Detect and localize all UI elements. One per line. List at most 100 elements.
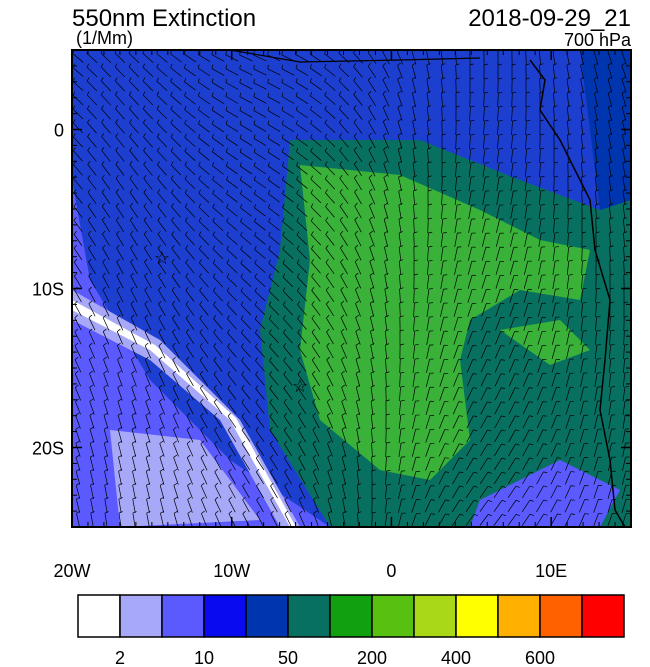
wind-barb bbox=[595, 217, 600, 220]
wind-barb bbox=[465, 485, 475, 499]
wind-barb bbox=[144, 328, 149, 332]
wind-barb bbox=[607, 93, 613, 107]
wind-barb bbox=[554, 161, 559, 164]
wind-barb bbox=[157, 258, 162, 263]
wind-barb bbox=[88, 303, 96, 317]
wind-barb bbox=[501, 443, 506, 446]
wind-barb bbox=[90, 468, 95, 472]
wind-barb bbox=[101, 150, 111, 162]
wind-barb bbox=[567, 218, 569, 234]
wind-barb bbox=[470, 91, 475, 94]
wind-barb bbox=[297, 401, 307, 415]
wind-barb bbox=[115, 192, 125, 204]
wind-barb bbox=[198, 217, 202, 222]
wind-barb bbox=[384, 303, 388, 317]
wind-barb bbox=[101, 122, 111, 134]
wind-barb bbox=[118, 513, 122, 527]
wind-barb bbox=[310, 189, 314, 194]
wind-barb bbox=[75, 443, 81, 457]
wind-barb bbox=[282, 262, 294, 274]
wind-barb bbox=[309, 78, 312, 83]
wind-barb bbox=[227, 385, 231, 389]
wind-barb bbox=[269, 399, 273, 403]
wind-barb bbox=[468, 233, 472, 247]
wind-barb bbox=[156, 81, 168, 91]
wind-barb bbox=[256, 496, 260, 501]
wind-barb bbox=[622, 457, 626, 471]
wind-barb bbox=[411, 485, 417, 499]
wind-barb bbox=[543, 443, 548, 445]
wind-barb bbox=[473, 499, 478, 502]
wind-barb bbox=[200, 384, 204, 389]
wind-barb bbox=[282, 304, 294, 316]
wind-barb bbox=[253, 110, 267, 118]
wind-barb bbox=[507, 500, 517, 512]
wind-barb bbox=[270, 485, 278, 499]
wind-barb bbox=[385, 329, 390, 332]
wind-barb bbox=[551, 401, 557, 415]
wind-barb bbox=[523, 289, 529, 303]
wind-barb bbox=[355, 356, 360, 360]
wind-barb bbox=[539, 63, 544, 66]
wind-barb bbox=[594, 147, 599, 150]
wind-barb bbox=[556, 457, 561, 459]
wind-barb bbox=[535, 513, 545, 527]
wind-barb bbox=[608, 121, 612, 135]
wind-barb bbox=[101, 147, 105, 151]
wind-barb bbox=[171, 231, 175, 235]
wind-barb bbox=[115, 219, 125, 233]
wind-barb bbox=[117, 401, 123, 415]
wind-barb bbox=[507, 485, 517, 499]
wind-barb bbox=[413, 204, 415, 220]
wind-barb bbox=[199, 373, 209, 387]
wind-barb bbox=[269, 412, 273, 417]
wind-barb bbox=[198, 234, 210, 246]
wind-barb bbox=[427, 260, 429, 276]
wind-barb bbox=[131, 370, 136, 374]
wind-barb bbox=[609, 217, 614, 220]
colorbar: 2 10 50 200 400 600 bbox=[77, 594, 625, 667]
wind-barb bbox=[172, 412, 177, 416]
wind-barb bbox=[115, 119, 119, 123]
wind-barb bbox=[368, 104, 372, 109]
wind-barb bbox=[552, 233, 556, 247]
wind-barb bbox=[326, 370, 331, 375]
wind-barb bbox=[456, 133, 461, 136]
wind-barb bbox=[226, 217, 229, 222]
wind-barb bbox=[312, 398, 316, 403]
wind-barb bbox=[508, 429, 516, 443]
wind-barb bbox=[621, 90, 626, 94]
wind-barb bbox=[368, 160, 373, 164]
wind-barb bbox=[187, 454, 191, 458]
wind-barb bbox=[74, 345, 82, 359]
wind-barb bbox=[311, 318, 321, 330]
wind-barb bbox=[214, 510, 219, 514]
wind-barb bbox=[214, 454, 218, 459]
wind-barb bbox=[514, 359, 519, 361]
wind-barb bbox=[566, 345, 570, 359]
wind-barb bbox=[397, 118, 402, 122]
wind-barb bbox=[480, 401, 488, 415]
wind-barb bbox=[439, 345, 445, 359]
wind-barb bbox=[440, 289, 444, 303]
wind-barb bbox=[327, 499, 333, 513]
wind-barb bbox=[270, 482, 274, 487]
wind-barb bbox=[342, 513, 346, 527]
wind-barb bbox=[356, 401, 360, 415]
wind-barb bbox=[117, 429, 123, 443]
wind-barb bbox=[385, 344, 387, 360]
wind-barb bbox=[623, 330, 625, 346]
wind-barb bbox=[596, 301, 601, 304]
wind-barb bbox=[324, 161, 328, 166]
wind-barb bbox=[226, 193, 238, 203]
wind-barb bbox=[184, 217, 188, 222]
wind-barb bbox=[253, 148, 256, 153]
wind-barb bbox=[486, 359, 491, 361]
wind-barb bbox=[370, 385, 375, 388]
wind-barb bbox=[100, 91, 104, 96]
wind-barb bbox=[312, 426, 317, 431]
wind-barb bbox=[171, 189, 174, 193]
wind-barb bbox=[156, 67, 168, 77]
wind-barb bbox=[90, 497, 95, 500]
wind-barb bbox=[595, 288, 597, 304]
